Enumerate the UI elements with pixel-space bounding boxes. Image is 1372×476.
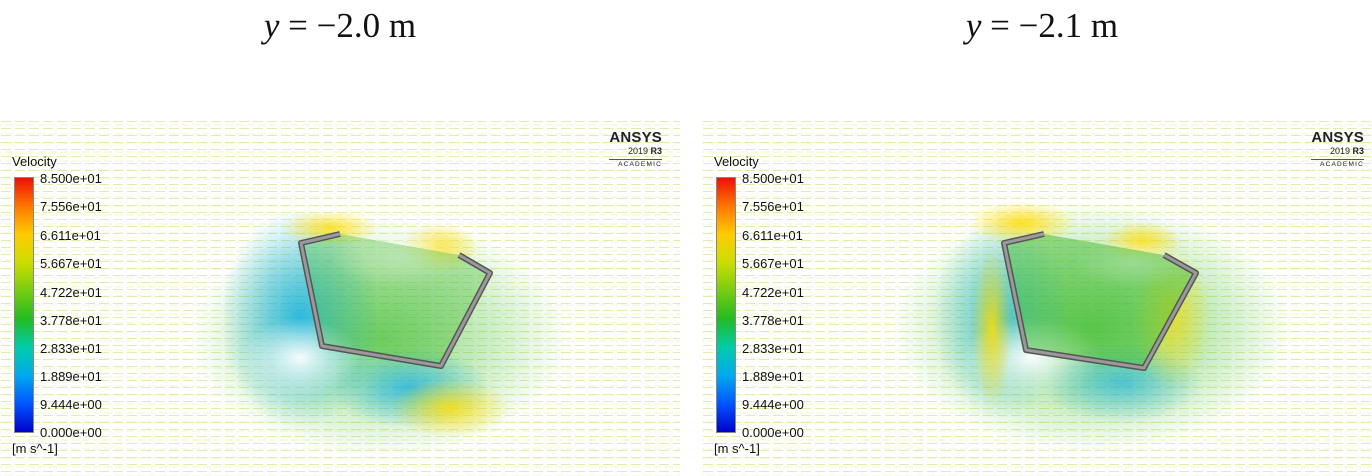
legend-title: Velocity bbox=[12, 154, 57, 169]
title-variable: y bbox=[263, 6, 280, 45]
tick-label: 3.778e+01 bbox=[742, 313, 804, 328]
velocity-vector-field bbox=[0, 118, 680, 476]
logo-rule bbox=[1311, 159, 1364, 160]
title-value: = −2.1 m bbox=[981, 6, 1119, 45]
logo-name: ANSYS bbox=[609, 129, 662, 146]
colorbar bbox=[14, 177, 34, 433]
tick-label: 9.444e+00 bbox=[742, 397, 804, 412]
contour-panel-right: y = −2.1 m bbox=[702, 0, 1372, 476]
tick-label: 4.722e+01 bbox=[40, 285, 102, 300]
title-variable: y bbox=[965, 6, 982, 45]
legend-unit: [m s^-1] bbox=[12, 441, 58, 456]
logo-version-year: 2019 bbox=[627, 146, 648, 156]
tick-label: 5.667e+01 bbox=[40, 256, 102, 271]
tick-label: 4.722e+01 bbox=[742, 285, 804, 300]
contour-panel-left: y = −2.0 m bbox=[0, 0, 680, 476]
logo-edition: ACADEMIC bbox=[618, 161, 662, 168]
tick-label: 7.556e+01 bbox=[742, 199, 804, 214]
panel-title: y = −2.1 m bbox=[702, 6, 1372, 46]
logo-rule bbox=[609, 159, 662, 160]
tick-label: 1.889e+01 bbox=[40, 369, 102, 384]
tick-label: 9.444e+00 bbox=[40, 397, 102, 412]
tick-label: 5.667e+01 bbox=[742, 256, 804, 271]
title-value: = −2.0 m bbox=[279, 6, 417, 45]
logo-release: R3 bbox=[1352, 146, 1364, 156]
tick-label: 8.500e+01 bbox=[742, 171, 804, 186]
tick-label: 6.611e+01 bbox=[742, 228, 803, 243]
ansys-logo: ANSYS 2019 R3 ACADEMIC bbox=[609, 130, 662, 169]
legend-title: Velocity bbox=[714, 154, 759, 169]
tick-label: 8.500e+01 bbox=[40, 171, 102, 186]
tick-label: 7.556e+01 bbox=[40, 199, 102, 214]
tick-label: 0.000e+00 bbox=[40, 425, 102, 440]
logo-release: R3 bbox=[650, 146, 662, 156]
logo-version: 2019 R3 bbox=[609, 146, 662, 157]
logo-name: ANSYS bbox=[1311, 129, 1364, 146]
tick-label: 2.833e+01 bbox=[742, 341, 804, 356]
tick-label: 0.000e+00 bbox=[742, 425, 804, 440]
colorbar bbox=[716, 177, 736, 433]
panel-title: y = −2.0 m bbox=[0, 6, 680, 46]
logo-edition: ACADEMIC bbox=[1320, 161, 1364, 168]
tick-label: 3.778e+01 bbox=[40, 313, 102, 328]
tick-label: 2.833e+01 bbox=[40, 341, 102, 356]
ansys-logo: ANSYS 2019 R3 ACADEMIC bbox=[1311, 130, 1364, 169]
velocity-vector-field bbox=[702, 118, 1372, 476]
tick-label: 6.611e+01 bbox=[40, 228, 101, 243]
logo-version: 2019 R3 bbox=[1311, 146, 1364, 157]
logo-version-year: 2019 bbox=[1329, 146, 1350, 156]
legend-unit: [m s^-1] bbox=[714, 441, 760, 456]
tick-label: 1.889e+01 bbox=[742, 369, 804, 384]
